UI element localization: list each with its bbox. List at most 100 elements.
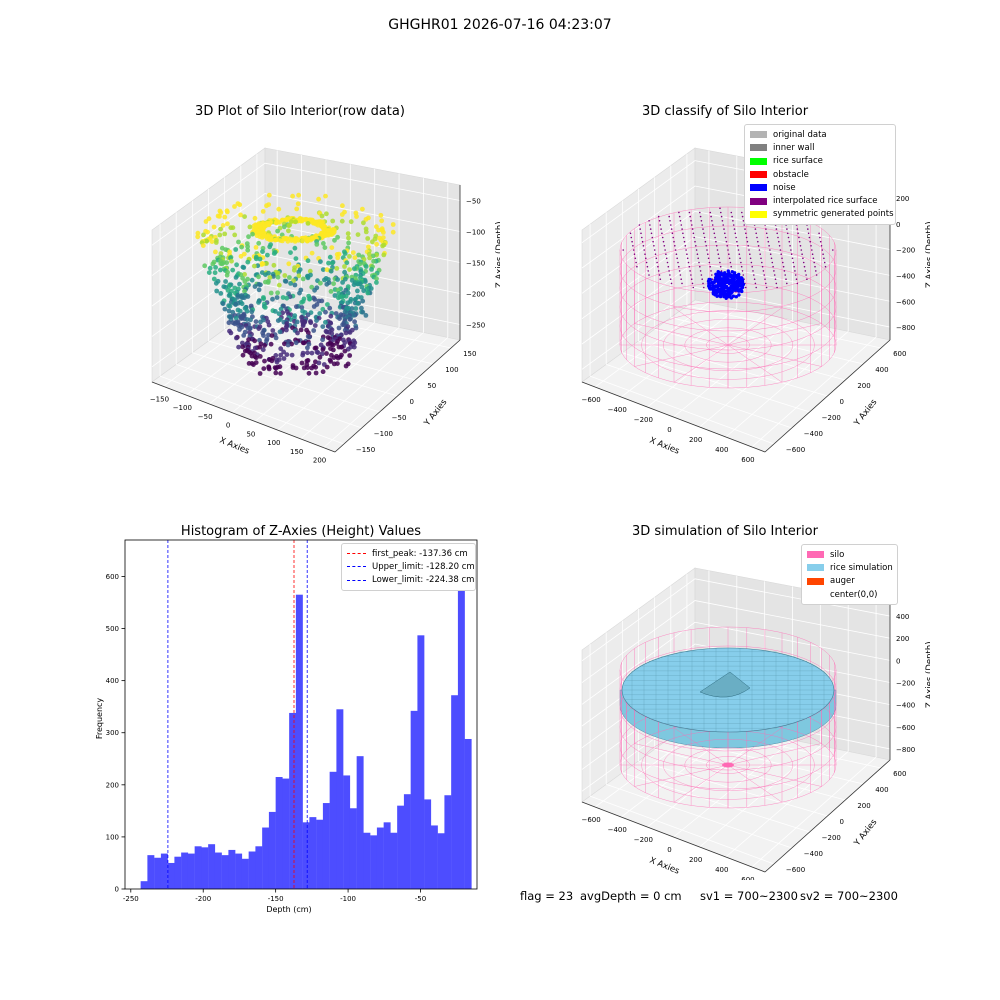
interpolated-point [689,215,691,218]
scatter-point [324,351,329,356]
scatter-point [203,219,209,224]
histogram-bar [356,756,364,889]
interpolated-point [745,236,748,239]
y-tick-label: 500 [106,625,119,633]
interpolated-point [775,228,778,230]
interpolated-point [631,240,633,243]
interpolated-point [661,232,663,235]
y-axis-line [764,339,891,453]
interpolated-point [754,282,757,285]
scatter-point [363,229,369,235]
noise-point [723,271,727,275]
histogram-bar [221,855,229,889]
scatter-point [309,284,315,290]
scatter-point [340,280,345,285]
interpolated-point [716,249,719,251]
interpolated-point [690,274,692,276]
histogram-bar [140,881,148,889]
scatter-point [329,245,335,250]
scatter-point [228,330,234,336]
scatter-point [322,245,328,250]
scatter-point [273,335,279,341]
interpolated-point [765,228,767,230]
scatter-point [296,269,302,275]
histogram-bar [208,844,216,889]
interpolated-point [652,240,654,243]
histogram-bar [410,710,418,889]
noise-point [731,294,736,298]
interpolated-point [768,245,770,247]
scatter-point [260,249,265,254]
interpolated-point [730,265,732,268]
scatter-point [266,192,272,198]
legend-label: Upper_limit: -128.20 cm [372,561,475,572]
scatter-point [285,238,291,244]
interpolated-point [710,215,712,218]
scatter-point [207,265,213,271]
interpolated-point [629,232,632,235]
scatter-point [233,275,239,280]
interpolated-point [744,228,746,230]
interpolated-point [694,240,696,243]
noise-point [722,282,727,287]
scatter-point [293,340,299,346]
interpolated-point [682,236,685,239]
histogram-bar [397,805,405,889]
scatter-point [305,345,310,351]
interpolated-point [669,220,671,222]
scatter-point [311,304,317,309]
interpolated-point [813,261,815,264]
classify-3d-plot: −600 −400 −200 0 200 400 600 −600 −400 −200 0 200 40… [581,147,930,464]
interpolated-point [700,274,703,276]
y-tick-label: 50 [427,382,436,390]
scatter-point [331,347,336,353]
sv2-text: sv2 = 700~2300 [800,889,898,903]
grid-line [638,760,828,817]
histogram-bar [275,777,283,889]
y-tick-label: 0 [840,818,844,826]
scatter-point [226,308,232,314]
scatter-point [204,238,210,244]
histogram-bar [430,825,438,889]
noise-point [726,269,730,273]
scatter-point [345,300,351,306]
interpolated-point [659,278,662,280]
scatter-point [267,275,273,280]
interpolated-point [770,257,773,260]
scatter-point [262,358,267,364]
legend-label: Lower_limit: -224.38 cm [372,575,475,586]
scatter-point [278,306,284,312]
interpolated-point [782,261,784,264]
interpolated-point [658,274,661,276]
noise-point [729,274,733,279]
scatter-point [335,355,341,361]
interpolated-point [799,245,802,247]
scatter-point [370,253,376,259]
scatter-point [304,238,310,244]
silo-floor-spoke [673,307,729,346]
x-tick-label: −400 [608,406,627,414]
scatter-point [271,262,277,268]
noise-point [737,293,741,297]
z-tick-label: −100 [466,229,485,237]
interpolated-point [764,278,766,280]
scatter-point [240,344,245,350]
scatter-point [211,224,217,230]
scatter-point [247,224,253,230]
scatter-point [299,305,305,310]
plot-frame [124,539,478,890]
scatter-point [220,301,226,307]
scatter-point [390,222,396,227]
scatter-point [321,241,326,246]
interpolated-point [789,245,791,247]
scatter-point [323,319,328,325]
legend-entry: rice surface [750,155,890,168]
scatter-point [256,300,261,305]
interpolated-point [741,211,743,214]
scatter-point [320,267,326,272]
scatter-point [261,366,267,371]
scatter-point [304,358,310,364]
scatter-point [361,288,367,294]
interpolated-point [807,232,810,235]
scatter-point [262,343,267,348]
